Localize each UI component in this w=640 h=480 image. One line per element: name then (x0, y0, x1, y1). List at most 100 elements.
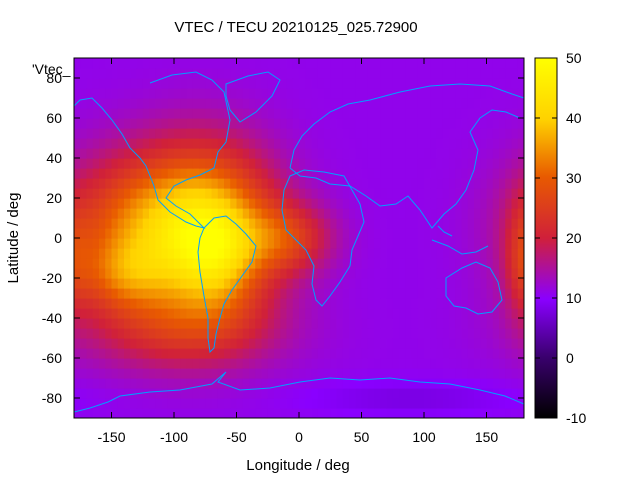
heatmap-cell (211, 388, 219, 399)
heatmap-cell (255, 158, 263, 169)
heatmap-cell (299, 128, 306, 139)
heatmap-cell (330, 308, 338, 319)
heatmap-cell (330, 268, 338, 279)
heatmap-cell (186, 108, 194, 119)
heatmap-cell (355, 68, 363, 79)
heatmap-cell (461, 158, 469, 169)
heatmap-cell (486, 378, 494, 389)
heatmap-cell (230, 388, 238, 399)
heatmap-cell (130, 68, 138, 79)
heatmap-cell (292, 308, 300, 319)
heatmap-cell (292, 298, 300, 309)
heatmap-cell (292, 148, 300, 159)
heatmap-cell (242, 138, 250, 149)
heatmap-cell (111, 58, 119, 69)
heatmap-cell (480, 238, 488, 249)
heatmap-cell (249, 118, 256, 129)
heatmap-cell (336, 268, 344, 279)
heatmap-cell (199, 198, 206, 209)
heatmap-cell (124, 358, 131, 369)
heatmap-cell (449, 358, 456, 369)
heatmap-cell (330, 318, 338, 329)
heatmap-cell (286, 78, 294, 89)
heatmap-cell (486, 308, 494, 319)
heatmap-cell (411, 98, 419, 109)
heatmap-cell (142, 98, 150, 109)
heatmap-cell (174, 208, 181, 219)
heatmap-cell (349, 208, 356, 219)
heatmap-cell (367, 218, 375, 229)
heatmap-cell (186, 278, 194, 289)
heatmap-cell (224, 358, 231, 369)
heatmap-cell (330, 138, 338, 149)
heatmap-cell (467, 68, 475, 79)
heatmap-cell (199, 218, 206, 229)
heatmap-cell (367, 368, 375, 379)
heatmap-cell (330, 178, 338, 189)
heatmap-cell (117, 58, 125, 69)
heatmap-cell (436, 98, 444, 109)
heatmap-cell (111, 218, 119, 229)
heatmap-cell (117, 308, 125, 319)
heatmap-cell (336, 328, 344, 339)
heatmap-cell (117, 168, 125, 179)
heatmap-cell (442, 208, 450, 219)
heatmap-cell (292, 68, 300, 79)
heatmap-cell (424, 268, 431, 279)
heatmap-cell (449, 288, 456, 299)
heatmap-cell (392, 388, 400, 399)
heatmap-cell (342, 98, 350, 109)
heatmap-cell (461, 218, 469, 229)
heatmap-cell (74, 348, 81, 359)
heatmap-cell (161, 68, 169, 79)
heatmap-cell (511, 288, 519, 299)
heatmap-cell (517, 168, 524, 179)
heatmap-cell (261, 328, 269, 339)
heatmap-cell (411, 338, 419, 349)
heatmap-cell (399, 58, 406, 69)
heatmap-cell (111, 198, 119, 209)
heatmap-cell (211, 208, 219, 219)
heatmap-cell (180, 378, 188, 389)
heatmap-cell (461, 168, 469, 179)
heatmap-cell (517, 258, 524, 269)
heatmap-cell (424, 398, 431, 409)
heatmap-cell (386, 338, 394, 349)
heatmap-cell (455, 408, 463, 418)
heatmap-cell (255, 88, 263, 99)
heatmap-cell (380, 118, 388, 129)
heatmap-cell (305, 78, 313, 89)
heatmap-cell (99, 228, 106, 239)
heatmap-cell (124, 388, 131, 399)
heatmap-cell (111, 298, 119, 309)
heatmap-cell (336, 238, 344, 249)
heatmap-cell (255, 408, 263, 418)
heatmap-cell (455, 248, 463, 259)
heatmap-cell (74, 128, 81, 139)
heatmap-cell (255, 168, 263, 179)
heatmap-cell (305, 118, 313, 129)
heatmap-cell (124, 88, 131, 99)
heatmap-cell (192, 198, 200, 209)
heatmap-cell (430, 268, 438, 279)
heatmap-cell (286, 188, 294, 199)
heatmap-cell (505, 98, 513, 109)
heatmap-cell (142, 198, 150, 209)
heatmap-cell (149, 108, 156, 119)
heatmap-cell (99, 288, 106, 299)
y-tick-label: 20 (46, 190, 62, 206)
heatmap-cell (199, 298, 206, 309)
heatmap-cell (174, 148, 181, 159)
heatmap-cell (399, 68, 406, 79)
heatmap-cell (105, 288, 113, 299)
heatmap-cell (74, 208, 81, 219)
heatmap-cell (355, 108, 363, 119)
heatmap-cell (74, 198, 81, 209)
heatmap-cell (292, 58, 300, 69)
heatmap-cell (274, 368, 281, 379)
heatmap-cell (342, 258, 350, 269)
heatmap-cell (130, 258, 138, 269)
heatmap-cell (292, 208, 300, 219)
heatmap-cell (299, 338, 306, 349)
heatmap-cell (349, 258, 356, 269)
